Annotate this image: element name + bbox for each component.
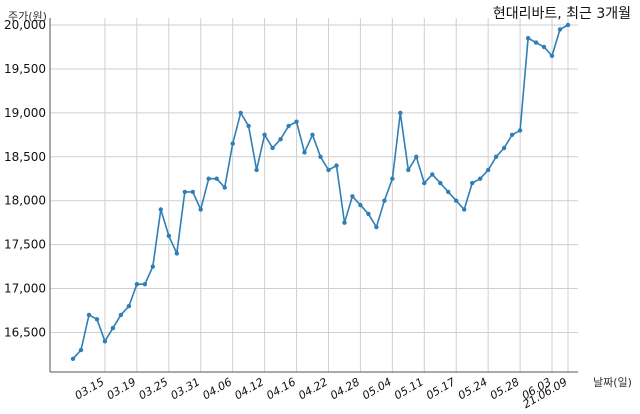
price-point bbox=[246, 123, 251, 129]
price-point bbox=[182, 189, 187, 195]
price-point bbox=[238, 110, 243, 116]
price-point bbox=[366, 211, 371, 217]
y-tick-label: 16,500 bbox=[4, 325, 46, 339]
price-point bbox=[390, 176, 395, 181]
price-point bbox=[270, 145, 275, 151]
price-point bbox=[126, 303, 132, 309]
price-point bbox=[190, 189, 195, 195]
price-point bbox=[501, 145, 507, 151]
x-axis-label: 날짜(일) bbox=[593, 375, 632, 389]
y-axis-label: 주가(원) bbox=[8, 10, 47, 23]
price-point bbox=[318, 154, 323, 159]
price-point bbox=[174, 251, 179, 256]
price-point bbox=[438, 180, 443, 186]
x-tick-label: 03.31 bbox=[168, 375, 202, 402]
price-point bbox=[374, 224, 379, 230]
price-point bbox=[342, 220, 347, 225]
price-line bbox=[72, 24, 569, 360]
x-tick-label: 04.06 bbox=[200, 375, 234, 402]
x-tick-label: 03.25 bbox=[137, 375, 171, 402]
text-layer: 주가(원) 현대리바트, 최근 3개월 날짜(일) 16,500 17,000 17… bbox=[4, 6, 632, 411]
price-point bbox=[254, 167, 259, 173]
y-tick-label: 17,000 bbox=[4, 282, 46, 296]
price-point bbox=[486, 167, 491, 173]
y-tick-label: 20,000 bbox=[4, 18, 46, 32]
price-point bbox=[150, 264, 155, 269]
x-tick-label: 04.16 bbox=[264, 375, 298, 402]
price-point bbox=[557, 27, 563, 32]
price-point bbox=[414, 154, 419, 159]
y-tick-label: 19,000 bbox=[4, 106, 46, 120]
price-point bbox=[78, 347, 84, 353]
x-tick-label: 05.28 bbox=[488, 375, 522, 402]
y-tick-label: 18,000 bbox=[4, 194, 46, 208]
price-point bbox=[198, 207, 203, 212]
price-point bbox=[278, 137, 283, 142]
x-tick-label: 04.22 bbox=[296, 375, 330, 402]
y-tick-label: 17,500 bbox=[4, 238, 46, 252]
price-point bbox=[565, 22, 571, 28]
y-tick-label: 18,500 bbox=[4, 150, 46, 164]
price-point bbox=[262, 132, 267, 137]
x-tick-label: 05.24 bbox=[456, 375, 490, 402]
price-point bbox=[446, 189, 451, 195]
price-point bbox=[422, 180, 427, 186]
price-point bbox=[206, 176, 211, 181]
price-point bbox=[102, 339, 108, 344]
price-point bbox=[454, 198, 459, 203]
x-tick-label: 05.04 bbox=[360, 375, 394, 402]
price-point bbox=[533, 40, 539, 45]
price-point bbox=[86, 312, 92, 318]
price-point bbox=[525, 36, 531, 41]
axis-layer bbox=[49, 18, 578, 373]
x-tick-label: 03.15 bbox=[73, 375, 107, 402]
price-point bbox=[462, 207, 467, 212]
x-tick-label: 05.17 bbox=[424, 375, 458, 402]
price-point bbox=[158, 207, 163, 212]
price-point bbox=[94, 317, 100, 322]
price-point bbox=[509, 132, 515, 137]
price-point bbox=[382, 198, 387, 203]
price-point bbox=[406, 167, 411, 173]
price-point bbox=[310, 132, 315, 137]
price-point bbox=[398, 110, 403, 116]
price-point bbox=[134, 282, 140, 287]
price-point bbox=[517, 128, 523, 133]
x-tick-label: 04.12 bbox=[232, 375, 266, 402]
price-point bbox=[493, 154, 499, 159]
price-point bbox=[326, 167, 331, 173]
price-point bbox=[478, 176, 483, 181]
price-point bbox=[302, 150, 307, 155]
price-point bbox=[230, 141, 235, 146]
price-point bbox=[541, 44, 547, 50]
price-point bbox=[334, 163, 339, 168]
price-point bbox=[166, 233, 171, 238]
price-point bbox=[430, 172, 435, 177]
grid-layer bbox=[50, 18, 578, 372]
price-point bbox=[350, 194, 355, 199]
price-point bbox=[110, 325, 116, 331]
price-point bbox=[358, 202, 363, 208]
price-point bbox=[549, 53, 555, 58]
x-tick-label: 05.11 bbox=[392, 375, 426, 402]
price-point bbox=[294, 119, 299, 124]
price-point bbox=[118, 312, 124, 318]
price-point bbox=[286, 123, 291, 129]
price-point bbox=[142, 282, 148, 287]
price-point bbox=[470, 180, 475, 186]
x-tick-label: 03.19 bbox=[105, 375, 139, 402]
price-point bbox=[70, 356, 76, 361]
price-point bbox=[214, 176, 219, 181]
x-tick-label: 04.28 bbox=[328, 375, 362, 402]
chart-title: 현대리바트, 최근 3개월 bbox=[493, 6, 631, 22]
price-point bbox=[222, 185, 227, 190]
y-tick-label: 19,500 bbox=[4, 62, 46, 76]
series-layer bbox=[70, 22, 571, 361]
